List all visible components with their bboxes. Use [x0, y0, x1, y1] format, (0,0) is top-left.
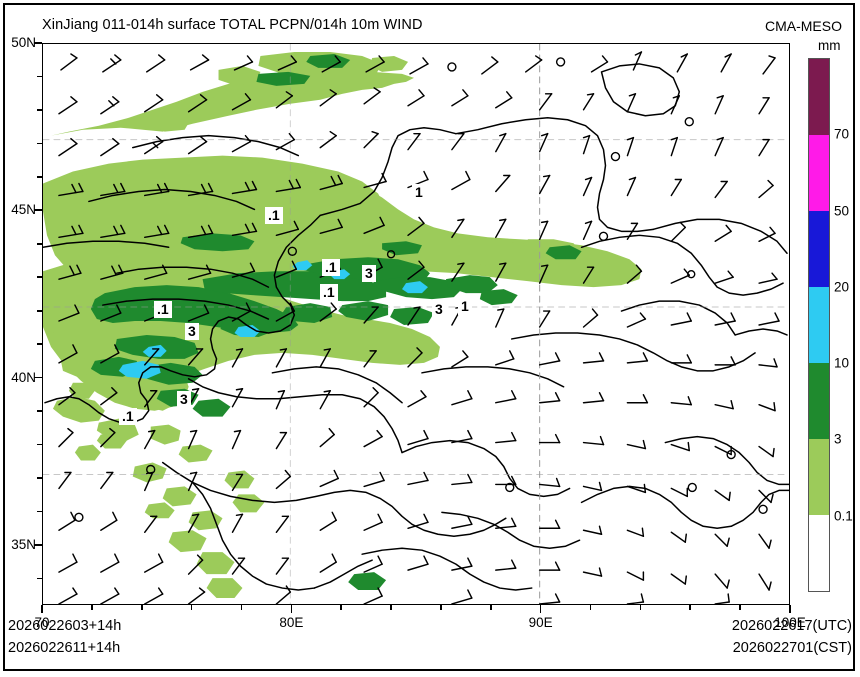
x-axis-tick	[41, 605, 43, 613]
x-axis-minor-tick	[190, 605, 193, 610]
colorbar-segment	[809, 363, 829, 439]
wind-barbs	[58, 51, 780, 604]
contour-label: 1	[412, 184, 426, 201]
y-axis-minor-tick	[37, 243, 42, 245]
y-axis-tick	[34, 543, 42, 546]
y-axis-minor-tick	[37, 142, 42, 145]
x-axis-minor-tick	[390, 605, 392, 610]
page-border	[3, 3, 855, 671]
x-axis-minor-tick	[639, 605, 642, 610]
map-canvas: .1.1 1 3 3 3 3 1.1.1.1	[43, 44, 789, 604]
x-axis-minor-tick	[739, 605, 741, 610]
colorbar-tick-label: 0.1	[834, 508, 853, 524]
map-svg	[43, 44, 789, 604]
footer-valid-cst: 2026022701(CST)	[732, 640, 852, 656]
contour-label: .1	[320, 284, 338, 301]
y-axis-minor-tick	[37, 477, 42, 479]
colorbar-segment	[809, 287, 829, 363]
x-axis-minor-tick	[490, 605, 492, 610]
x-axis-label: 80E	[279, 615, 304, 630]
y-axis-minor-tick	[37, 343, 42, 345]
x-axis-label: 70	[34, 615, 50, 630]
x-axis-tick	[539, 605, 542, 613]
x-axis-tick	[290, 605, 293, 613]
y-axis-minor-tick	[37, 443, 42, 446]
y-axis-minor-tick	[37, 410, 42, 412]
colorbar-segment	[809, 211, 829, 287]
footer-valid-utc: 2026022617(UTC)	[731, 618, 852, 634]
colorbar-unit-label: mm	[818, 38, 841, 53]
contour-label: .1	[154, 301, 172, 318]
colorbar[interactable]	[808, 58, 830, 592]
y-axis-minor-tick	[37, 510, 42, 513]
model-label: CMA-MESO	[765, 18, 842, 34]
y-axis-tick	[34, 42, 42, 44]
contour-label: 1	[458, 298, 472, 315]
y-axis-minor-tick	[37, 109, 42, 111]
colorbar-tick-label: 20	[834, 279, 850, 295]
colorbar-segment	[809, 59, 829, 135]
contour-label: 3	[177, 391, 191, 408]
y-axis-label: 50N	[11, 35, 36, 50]
y-axis-tick	[34, 209, 42, 212]
x-axis-label: 90E	[528, 615, 553, 630]
contour-label: .1	[322, 259, 340, 276]
colorbar-tick-label: 10	[834, 355, 850, 371]
x-axis-label: 100E	[774, 615, 806, 630]
y-axis-minor-tick	[37, 577, 42, 580]
colorbar-segment	[809, 135, 829, 211]
y-axis-minor-tick	[37, 176, 42, 178]
x-axis-minor-tick	[340, 605, 342, 610]
y-axis-minor-tick	[37, 309, 42, 312]
x-axis-minor-tick	[589, 605, 592, 610]
y-axis-minor-tick	[37, 276, 42, 279]
contour-label: 3	[432, 301, 446, 318]
y-axis-minor-tick	[37, 75, 42, 78]
contour-label: .1	[119, 408, 137, 425]
footer-init-cst: 2026022611+14h	[8, 640, 121, 656]
y-axis-label: 45N	[11, 202, 36, 218]
footer-init-utc: 2026022603+14h	[8, 618, 122, 634]
y-axis-tick	[34, 376, 42, 379]
colorbar-segment	[809, 515, 829, 591]
colorbar-tick-label: 50	[834, 203, 850, 219]
x-axis-minor-tick	[440, 605, 442, 610]
precipitation-shading	[43, 51, 642, 599]
colorbar-tick-label: 70	[834, 126, 850, 142]
contour-label: .1	[265, 207, 283, 224]
colorbar-tick-label: 3	[834, 431, 842, 447]
x-axis-minor-tick	[240, 605, 243, 610]
x-axis-minor-tick	[140, 605, 143, 610]
map-plot-area[interactable]: .1.1 1 3 3 3 3 1.1.1.1	[42, 43, 790, 605]
x-axis-minor-tick	[91, 605, 93, 610]
contour-label: 3	[185, 323, 199, 340]
y-axis-label: 35N	[11, 536, 36, 552]
colorbar-segment	[809, 439, 829, 515]
y-axis-label: 40N	[11, 369, 36, 385]
x-axis-tick	[789, 605, 791, 613]
contour-label: 3	[362, 265, 376, 282]
page-title: XinJiang 011-014h surface TOTAL PCPN/014…	[42, 17, 423, 33]
x-axis-minor-tick	[689, 605, 692, 610]
